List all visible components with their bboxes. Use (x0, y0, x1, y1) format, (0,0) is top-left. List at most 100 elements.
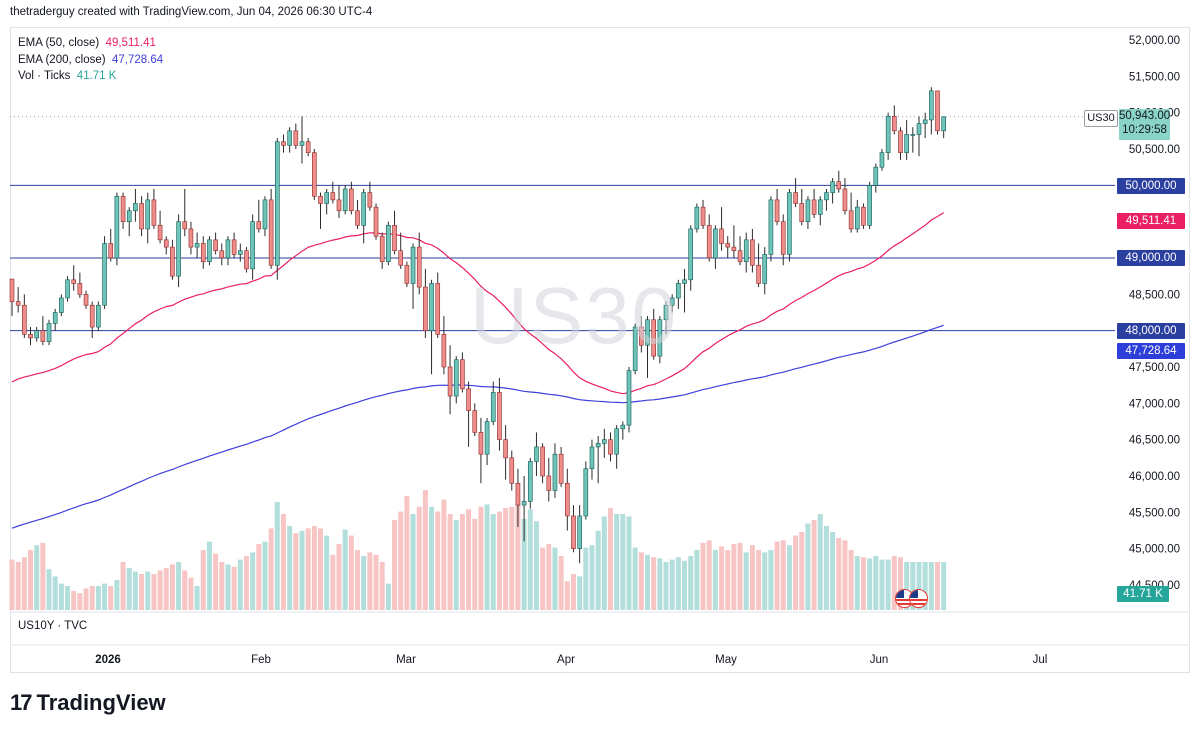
candle-body (725, 243, 731, 248)
candle-body (527, 461, 533, 502)
time-tick-label: May (715, 654, 737, 666)
volume-bar (151, 574, 157, 610)
candle-body (484, 421, 490, 455)
time-tick-label: 2026 (95, 654, 121, 666)
candle-body (188, 228, 194, 248)
candle-body (577, 515, 582, 549)
candle-body (318, 195, 323, 204)
symbol-watermark: US30 (470, 271, 679, 360)
candle-body (299, 141, 305, 146)
volume-bar (182, 570, 188, 610)
candle-body (571, 515, 576, 549)
volume-bar (348, 535, 354, 610)
symbol-label[interactable]: US30 (1084, 110, 1118, 127)
volume-bar (904, 562, 910, 610)
candle-body (349, 188, 354, 212)
candle-body (861, 206, 866, 226)
us-flag-icon[interactable] (909, 589, 928, 608)
time-tick-label: Apr (557, 654, 575, 666)
candle-body (941, 116, 946, 132)
volume-bar (58, 583, 64, 610)
candle-body (151, 199, 157, 226)
volume-bar (256, 544, 262, 610)
volume-bar (842, 540, 848, 610)
chart-frame (10, 27, 1190, 673)
candle-body (614, 428, 619, 455)
volume-bar (873, 556, 879, 610)
volume-bar (799, 532, 805, 610)
volume-bar (46, 569, 52, 610)
volume-bar (867, 558, 873, 610)
volume-bar (891, 556, 897, 610)
candle-body (435, 283, 441, 335)
volume-bar (305, 528, 311, 610)
volume-bar (231, 566, 237, 610)
candle-body (373, 206, 379, 237)
candle-body (682, 279, 687, 284)
volume-bar (645, 554, 651, 610)
volume-bar (817, 514, 823, 610)
candle-body (207, 239, 212, 262)
volume-bar (28, 550, 34, 610)
ema50-value: 49,511.41 (105, 37, 156, 49)
candle-body (120, 195, 126, 222)
candle-body (935, 90, 940, 132)
volume-legend[interactable]: Vol · Ticks 41.71 K (18, 68, 163, 85)
volume-bar (595, 530, 601, 610)
volume-bar (509, 506, 515, 610)
volume-bar (21, 557, 27, 610)
volume-bar (77, 593, 83, 610)
candle-body (287, 130, 292, 146)
volume-bar (40, 542, 46, 610)
volume-bar (496, 511, 502, 610)
candle-body (71, 279, 76, 284)
candle-body (639, 326, 644, 346)
volume-bar (367, 552, 373, 610)
volume-bar (398, 511, 404, 610)
volume-bar (632, 547, 638, 610)
volume-bar (663, 562, 669, 610)
candlesticks (9, 87, 946, 564)
volume-bar (540, 547, 546, 610)
sub-pane-legend[interactable]: US10Y · TVC (18, 620, 88, 632)
candle-body (713, 228, 718, 259)
volume-bar (243, 556, 249, 610)
economic-events[interactable] (895, 589, 935, 609)
volume-bar (484, 504, 490, 610)
ema50-legend[interactable]: EMA (50, close) 49,511.41 (18, 35, 163, 52)
candle-body (737, 250, 743, 262)
volume-bar (163, 568, 169, 610)
candle-body (472, 410, 478, 433)
volume-bar (780, 540, 786, 610)
price-tick-label: 45,500.00 (1129, 507, 1180, 519)
volume-bar (922, 562, 928, 610)
candle-body (108, 243, 114, 259)
volume-bar (237, 559, 243, 610)
candle-body (250, 221, 255, 270)
candle-body (293, 130, 299, 146)
candle-body (52, 312, 58, 324)
candle-body (34, 330, 39, 339)
volume-bar (219, 562, 225, 610)
candle-body (700, 206, 706, 226)
candle-body (96, 304, 101, 328)
candle-body (355, 210, 360, 226)
candle-body (163, 239, 169, 248)
candle-body (583, 468, 589, 517)
tradingview-brand[interactable]: 17 TradingView (10, 690, 166, 716)
volume-bar (441, 499, 447, 610)
time-tick-label: Mar (396, 654, 416, 666)
volume-bar (916, 562, 922, 610)
volume-bar (145, 571, 151, 610)
candle-body (447, 366, 453, 397)
ema200-legend[interactable]: EMA (200, close) 47,728.64 (18, 52, 163, 69)
candle-body (558, 453, 564, 484)
candle-body (885, 116, 891, 153)
volume-bar (89, 586, 95, 610)
candle-body (324, 192, 329, 204)
candle-body (645, 319, 650, 346)
volume-bar (854, 556, 860, 610)
volume-bar (737, 542, 743, 610)
current-price-value: 50,943.00 (1119, 110, 1171, 122)
